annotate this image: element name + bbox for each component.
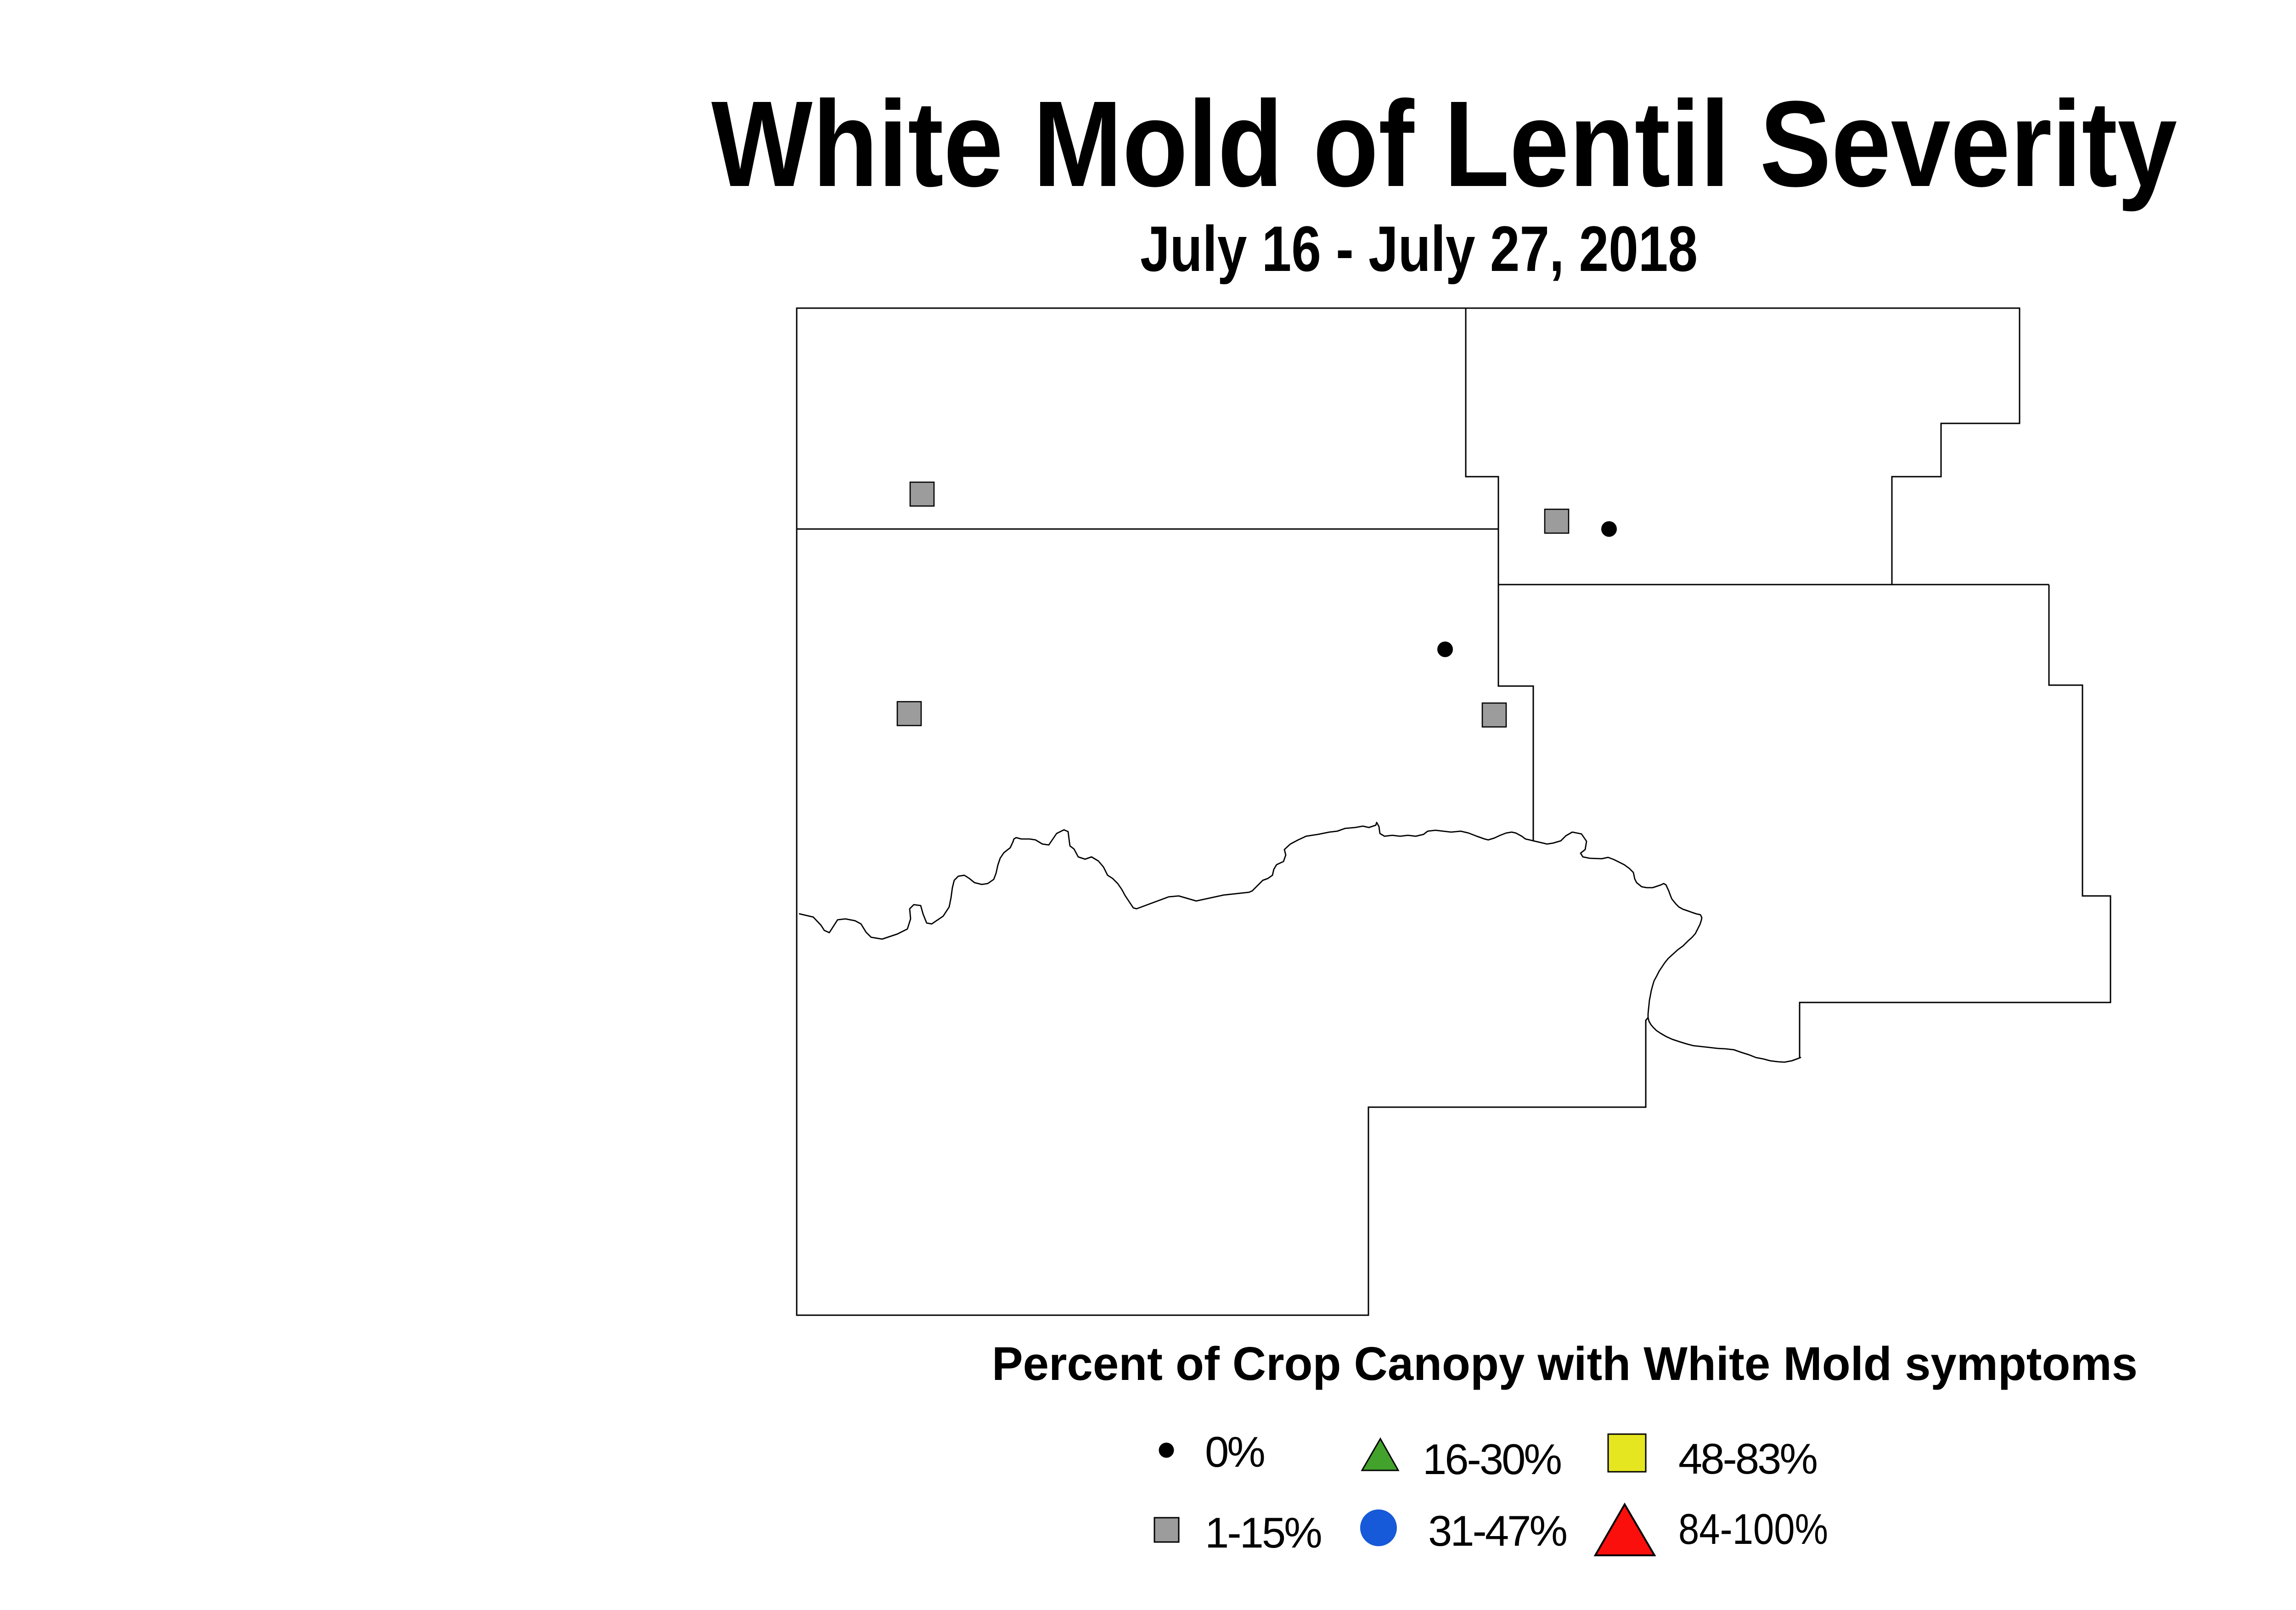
svg-text:84-100%: 84-100% [1678,1505,1828,1553]
svg-text:48-83%: 48-83% [1678,1435,1817,1483]
svg-text:0%: 0% [1205,1428,1264,1476]
svg-text:July 16 - July 27, 2018: July 16 - July 27, 2018 [1140,213,1698,285]
svg-text:Percent of Crop Canopy with Wh: Percent of Crop Canopy with White Mold s… [992,1337,2138,1390]
svg-text:16-30%: 16-30% [1423,1435,1561,1483]
svg-text:1-15%: 1-15% [1205,1509,1321,1557]
svg-text:31-47%: 31-47% [1428,1507,1566,1555]
svg-text:White Mold of Lentil Severity: White Mold of Lentil Severity [711,76,2178,213]
